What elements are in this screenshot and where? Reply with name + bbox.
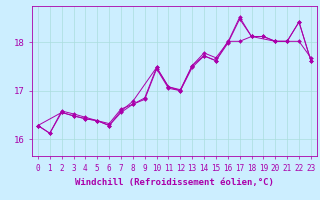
X-axis label: Windchill (Refroidissement éolien,°C): Windchill (Refroidissement éolien,°C) [75,178,274,187]
